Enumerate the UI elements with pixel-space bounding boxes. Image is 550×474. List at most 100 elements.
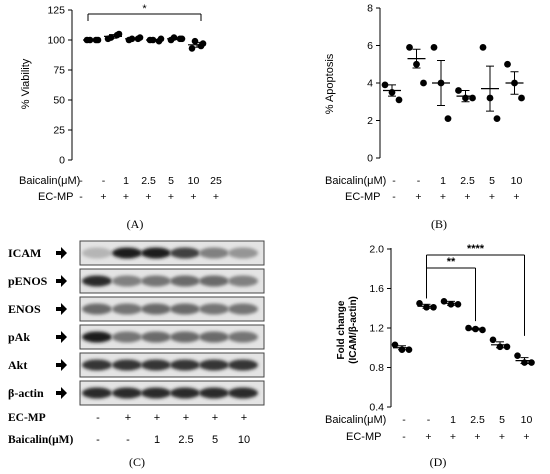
blot-band — [228, 331, 258, 343]
panel-b-data-point — [518, 94, 525, 102]
arrow-right-icon — [56, 247, 67, 259]
panel-a-ecmp-value: + — [190, 191, 196, 203]
panel-a-label: (A) — [127, 217, 144, 231]
blot-ecmp-value: + — [154, 412, 160, 424]
panel-d-data-point — [489, 336, 497, 344]
panel-c-label: (C) — [129, 455, 145, 469]
blot-row-penos: pENOS — [8, 268, 265, 294]
panel-b-ecmp-value: + — [489, 191, 495, 203]
panel-b-baicalin-value: 2.5 — [460, 175, 475, 187]
panel-b-ecmp-value: + — [513, 191, 519, 203]
arrow-right-icon — [56, 275, 67, 287]
panel-d-group — [440, 298, 462, 308]
blot-band — [112, 359, 142, 371]
panel-a-data-point — [157, 35, 165, 43]
panel-d-y-axis-label-line2: (ICAM/β-actin) — [348, 296, 359, 364]
blot-baicalin-value: 1 — [154, 434, 160, 446]
blot-band — [170, 303, 200, 315]
panel-a-y-tick-label: 0 — [59, 155, 65, 167]
blot-baicalin-value: 2.5 — [178, 434, 193, 446]
panel-b-data-point — [479, 43, 487, 51]
panel-d-ecmp-value: + — [450, 431, 456, 443]
blot-band — [112, 331, 142, 343]
panel-d-baicalin-value: 10 — [521, 414, 533, 426]
panel-a-baicalin-row-label: Baicalin(μM) — [19, 175, 80, 187]
blot-row-akt: Akt — [8, 352, 265, 378]
blot-ecmp-value: + — [125, 412, 131, 424]
panel-b-y-tick-label: 2 — [367, 115, 373, 127]
arrow-right-icon — [56, 331, 67, 343]
blot-band — [112, 303, 142, 315]
blot-ecmp-label: EC-MP — [8, 412, 46, 424]
blot-row-label: pAk — [8, 330, 30, 344]
panel-a-ecmp-value: + — [145, 191, 151, 203]
panel-b-group — [504, 60, 525, 102]
blot-baicalin-label: Baicalin(μM) — [8, 434, 73, 446]
panel-d-baicalin-value: - — [427, 414, 431, 426]
panel-b-data-point — [455, 87, 462, 94]
panel-d-data-point — [423, 303, 430, 311]
blot-band — [228, 359, 258, 371]
panel-a-ecmp-value: + — [168, 191, 174, 203]
panel-b-ecmp-value: + — [440, 191, 446, 203]
panel-a-baicalin-value: 5 — [168, 175, 174, 187]
panel-a-data-point — [170, 34, 178, 41]
blot-band — [82, 275, 112, 287]
panel-d-ecmp-value: + — [499, 431, 505, 443]
panel-a-baicalin-value: - — [102, 175, 106, 187]
panel-b-y-axis-label: % Apoptosis — [324, 53, 336, 114]
blot-row-label: ICAM — [8, 246, 41, 260]
panel-d-baicalin-value: 1 — [450, 414, 456, 426]
blot-ecmp-value: + — [212, 412, 218, 424]
panel-b-y-tick-label: 8 — [367, 3, 373, 15]
blot-band — [82, 331, 112, 343]
panel-b-baicalin-value: - — [417, 175, 421, 187]
blot-band — [141, 275, 171, 287]
panel-d-baicalin-value: - — [402, 414, 406, 426]
panel-d-group — [514, 352, 535, 366]
panel-b-baicalin-value: 1 — [440, 175, 446, 187]
panel-b-group — [455, 87, 476, 103]
blot-band — [228, 387, 258, 399]
blot-band — [199, 331, 229, 343]
blot-band — [228, 275, 258, 287]
blot-band — [141, 387, 171, 399]
blot-band — [199, 247, 229, 259]
panel-a-baicalin-value: 10 — [188, 175, 200, 187]
panel-b-ecmp-value: + — [464, 191, 470, 203]
blot-baicalin-value: - — [126, 434, 130, 446]
panel-a-group — [104, 30, 123, 43]
blot-band — [199, 359, 229, 371]
panel-d-label: (D) — [430, 455, 447, 469]
panel-a-baicalin-value: 25 — [210, 175, 222, 187]
panel-b-group — [430, 43, 452, 123]
arrow-right-icon — [56, 387, 67, 399]
panel-b-label: (B) — [431, 217, 447, 231]
panel-a-data-point — [115, 30, 123, 38]
panel-a-y-tick-label: 50 — [53, 95, 65, 107]
panel-b-group — [381, 81, 403, 104]
panel-d-significance-label: ** — [447, 256, 456, 268]
panel-b-apoptosis-chart: % Apoptosis 0 2 4 6 8 Baicalin(μM) EC-MP - - 1… — [324, 3, 525, 231]
panel-b-data-point — [430, 43, 438, 51]
blot-baicalin-value: 10 — [238, 434, 250, 446]
blot-row-label: pENOS — [8, 274, 48, 288]
panel-a-baicalin-value: 1 — [123, 175, 129, 187]
arrow-right-icon — [56, 303, 67, 315]
blot-row-label: β-actin — [8, 386, 44, 400]
panel-a-baicalin-value: 2.5 — [141, 175, 156, 187]
panel-d-baicalin-value: 2.5 — [470, 414, 485, 426]
blot-row-enos: ENOS — [8, 296, 265, 322]
panel-a-group — [146, 35, 165, 45]
panel-b-group — [406, 43, 427, 87]
blot-band — [82, 247, 112, 259]
panel-c-western-blot: ICAM pENOS ENOS pAk Akt β-actin EC-MP Baicali… — [8, 240, 265, 469]
panel-b-baicalin-value: 10 — [511, 175, 523, 187]
panel-b-group — [479, 43, 501, 123]
panel-b-data-point — [493, 115, 501, 123]
blot-band — [170, 387, 200, 399]
blot-ecmp-value: + — [183, 412, 189, 424]
panel-b-y-tick-label: 6 — [367, 40, 373, 52]
